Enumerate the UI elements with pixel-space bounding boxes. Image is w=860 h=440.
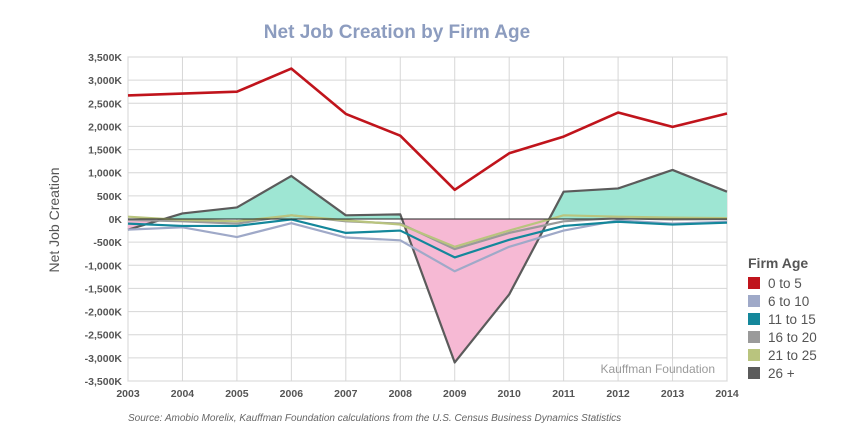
series-line-0-to-5 bbox=[127, 67, 728, 192]
legend-item: 16 to 20 bbox=[748, 328, 817, 346]
series-line-6-to-10 bbox=[127, 219, 728, 273]
legend-label: 11 to 15 bbox=[768, 311, 816, 327]
legend-swatch bbox=[748, 331, 760, 343]
legend-item: 6 to 10 bbox=[748, 292, 817, 310]
legend-swatch bbox=[748, 349, 760, 361]
x-tick-label: 2008 bbox=[389, 388, 413, 400]
y-tick-label: -1,000K bbox=[85, 260, 123, 272]
legend-label: 0 to 5 bbox=[768, 275, 802, 291]
x-tick-label: 2004 bbox=[171, 388, 195, 400]
y-tick-label: -3,000K bbox=[85, 353, 123, 365]
y-tick-label: -1,500K bbox=[85, 283, 123, 295]
x-tick-label: 2009 bbox=[443, 388, 467, 400]
y-tick-label: 3,500K bbox=[88, 52, 122, 64]
y-axis-label: Net Job Creation bbox=[46, 167, 62, 272]
legend: Firm Age 0 to 5 6 to 10 11 to 15 16 to 20 21… bbox=[748, 255, 817, 382]
watermark: Kauffman Foundation bbox=[600, 362, 715, 376]
x-tick-label: 2010 bbox=[498, 388, 522, 400]
legend-item: 26 + bbox=[748, 364, 817, 382]
y-tick-label: 1,500K bbox=[88, 145, 122, 157]
legend-swatch bbox=[748, 277, 760, 289]
x-tick-label: 2012 bbox=[606, 388, 630, 400]
series-line-26 bbox=[127, 168, 728, 364]
x-tick-label: 2006 bbox=[280, 388, 304, 400]
legend-title: Firm Age bbox=[748, 255, 809, 271]
series-line-11-to-15 bbox=[127, 218, 728, 259]
y-tick-label: 2,500K bbox=[88, 98, 122, 110]
legend-label: 21 to 25 bbox=[768, 347, 817, 363]
x-tick-label: 2011 bbox=[552, 388, 575, 400]
positive-fill-area bbox=[549, 169, 727, 219]
y-tick-label: 1,000K bbox=[88, 168, 122, 180]
y-tick-label: 500K bbox=[97, 191, 123, 203]
negative-fill-area bbox=[401, 219, 550, 363]
x-tick-label: 2007 bbox=[334, 388, 358, 400]
legend-item: 21 to 25 bbox=[748, 346, 817, 364]
y-tick-label: -500K bbox=[93, 237, 122, 249]
legend-item: 0 to 5 bbox=[748, 274, 817, 292]
y-tick-label: 3,000K bbox=[88, 75, 122, 87]
x-tick-label: 2003 bbox=[116, 388, 140, 400]
legend-swatch bbox=[748, 313, 760, 325]
legend-label: 26 + bbox=[768, 365, 795, 381]
chart-title: Net Job Creation by Firm Age bbox=[264, 22, 530, 43]
legend-swatch bbox=[748, 367, 760, 379]
legend-swatch bbox=[748, 295, 760, 307]
x-tick-label: 2005 bbox=[225, 388, 249, 400]
legend-label: 16 to 20 bbox=[768, 329, 817, 345]
y-tick-label: 2,000K bbox=[88, 121, 122, 133]
y-tick-label: 0K bbox=[109, 214, 123, 226]
positive-fill-area bbox=[163, 175, 402, 219]
y-tick-label: -2,000K bbox=[85, 307, 123, 319]
source-note: Source: Amobio Morelix, Kauffman Foundat… bbox=[128, 413, 622, 424]
legend-item: 11 to 15 bbox=[748, 310, 817, 328]
y-tick-label: -2,500K bbox=[85, 330, 123, 342]
legend-label: 6 to 10 bbox=[768, 293, 810, 309]
x-tick-label: 2014 bbox=[715, 388, 739, 400]
x-tick-label: 2013 bbox=[661, 388, 685, 400]
y-tick-label: -3,500K bbox=[85, 376, 123, 388]
series-line-21-to-25 bbox=[127, 214, 728, 248]
